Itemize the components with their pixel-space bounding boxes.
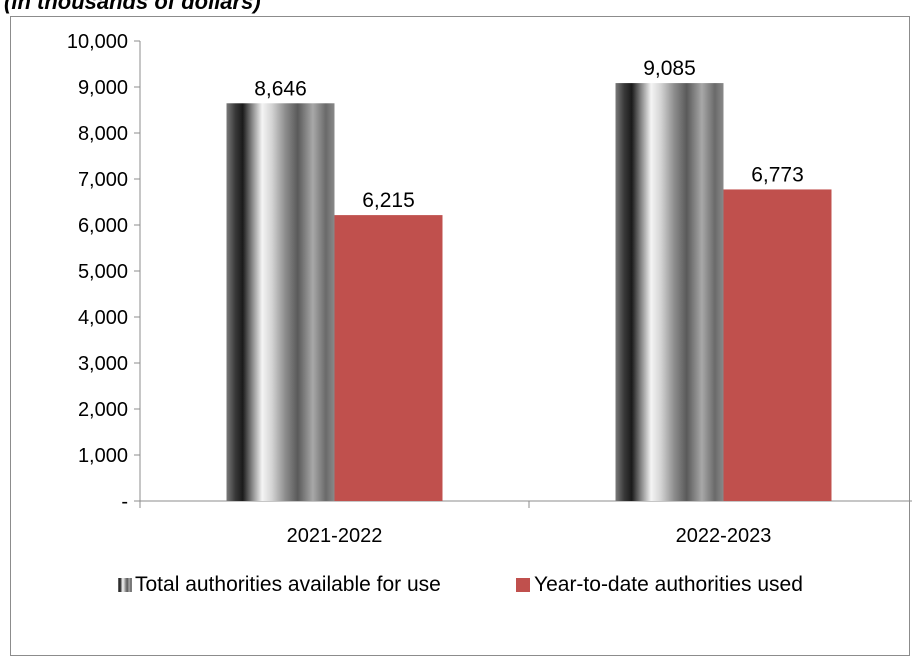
y-tick-label: - [121, 491, 128, 513]
y-tick-label: 7,000 [78, 169, 128, 191]
x-tick-label: 2021-2022 [287, 525, 383, 547]
legend-label-total: Total authorities available for use [135, 573, 441, 596]
y-tick-label: 8,000 [78, 123, 128, 145]
y-tick-label: 1,000 [78, 445, 128, 467]
x-tick-label: 2022-2023 [676, 525, 772, 547]
y-tick-label: 9,000 [78, 77, 128, 99]
y-tick-label: 3,000 [78, 353, 128, 375]
bar-series-1-2021-2022 [226, 103, 335, 501]
y-tick-label: 6,000 [78, 215, 128, 237]
bar-chart: - 1,000 2,000 3,000 4,000 5,000 6,000 7,000 8,00… [67, 31, 912, 596]
data-label: 8,646 [254, 77, 307, 100]
data-label: 6,773 [751, 163, 804, 186]
y-tick-label: 4,000 [78, 307, 128, 329]
data-label: 9,085 [643, 57, 696, 80]
legend-swatch-total [118, 578, 132, 592]
legend-swatch-used [516, 578, 530, 592]
chart-subtitle: (in thousands of dollars) [4, 0, 261, 14]
bar-series-2-2021-2022 [334, 215, 443, 502]
y-tick-label: 5,000 [78, 261, 128, 283]
data-label: 6,215 [362, 189, 415, 212]
bar-series-2-2022-2023 [723, 189, 832, 501]
legend-label-used: Year-to-date authorities used [534, 573, 803, 596]
y-tick-label: 10,000 [67, 31, 128, 53]
y-tick-label: 2,000 [78, 399, 128, 421]
bar-series-1-2022-2023 [615, 83, 724, 501]
